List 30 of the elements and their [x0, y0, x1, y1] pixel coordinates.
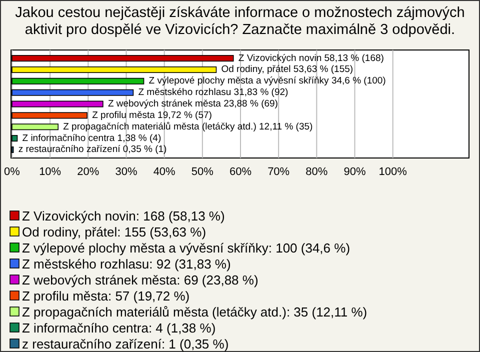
data-label: z restauračního zařízení 0,35 % (1): [18, 144, 167, 156]
legend-label: Z výlepové plochy města a vývěsní skříňky: 100 (34,6 %): [22, 240, 350, 256]
x-tick-label: 50%: [191, 166, 214, 178]
legend-label: Z propagačních materiálů města (letáčky atd.): 35 (12,11 %): [22, 304, 368, 320]
data-label: Z informačního centra 1,38 % (4): [22, 132, 162, 144]
legend-label: Od rodiny, přátel: 155 (53,63 %): [22, 224, 206, 240]
x-tick-label: 20%: [77, 166, 100, 178]
chart-title: Jakou cestou nejčastěji získáváte informace o možnostech zájmových aktivit pro dospělé ve Vizovicích? Zaznačte maximálně 3 odpovědi.: [15, 5, 465, 38]
legend-label: Z webových stránek města: 69 (23,88 %): [22, 272, 258, 288]
data-label: Z Vizovických novin 58,13 % (168): [238, 52, 384, 64]
data-label: Z výlepové plochy města a vývěsní skříňky 34,6 % (100): [148, 76, 386, 87]
data-label: Od rodiny, přátel 53,63 % (155): [221, 64, 354, 76]
x-tick-label: 10%: [39, 166, 62, 178]
x-tick-label: 100%: [378, 166, 408, 178]
legend-label: Z profilu města: 57 (19,72 %): [22, 288, 190, 304]
x-tick-label: 30%: [115, 166, 138, 178]
legend-label: Z informačního centra: 4 (1,38 %): [22, 320, 216, 336]
x-tick-label: 0%: [4, 166, 20, 178]
x-tick-label: 90%: [344, 166, 366, 178]
data-label: Z webových stránek města 23,88 % (69): [108, 98, 278, 110]
legend-label: z restauračního zařízení: 1 (0,35 %): [22, 336, 229, 352]
data-label: Z profilu města 19,72 % (57): [92, 110, 212, 121]
x-tick-label: 40%: [153, 166, 176, 178]
legend-label: Z Vizovických novin: 168 (58,13 %): [22, 208, 225, 224]
legend-label: Z městského rozhlasu: 92 (31,83 %): [22, 256, 231, 272]
x-tick-label: 60%: [229, 166, 252, 178]
data-label: Z městského rozhlasu 31,83 % (92): [138, 87, 288, 98]
x-tick-label: 80%: [306, 166, 328, 178]
x-tick-label: 70%: [268, 166, 290, 178]
data-label: Z propagačních materiálů města (letáčky atd.) 12,11 % (35): [63, 121, 313, 132]
